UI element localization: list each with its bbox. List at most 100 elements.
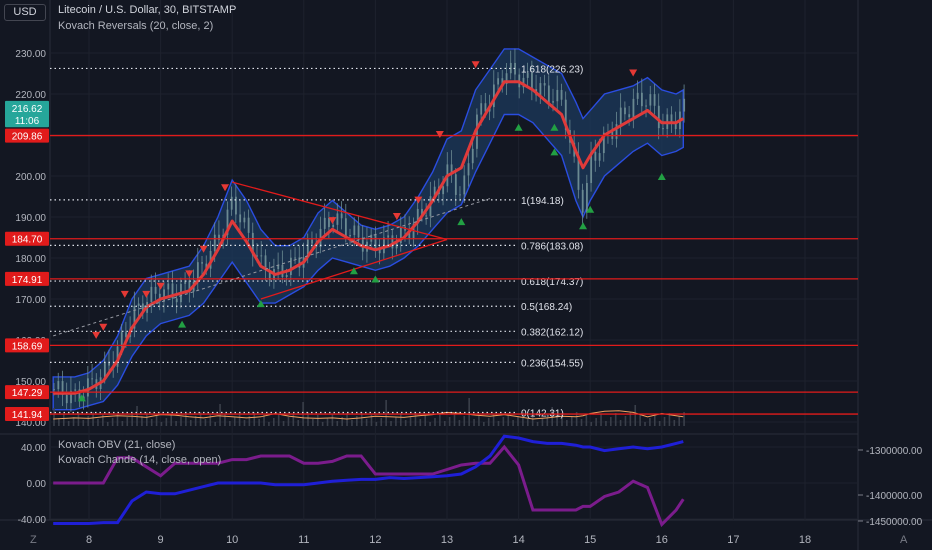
candle-body (226, 209, 229, 235)
lower-left-tick: 0.00 (27, 479, 47, 490)
chande-line (53, 444, 685, 528)
candle-body (53, 389, 55, 391)
indicator-legend-chande[interactable]: Kovach Chande (14, close, open) (58, 454, 222, 466)
volume-bar (53, 408, 55, 426)
price-tick-label: 220.00 (15, 90, 46, 101)
time-tick-label: 8 (86, 534, 92, 546)
volume-bar (170, 414, 173, 426)
volume-bar (62, 414, 65, 426)
candle-body (662, 128, 664, 130)
volume-bar (575, 412, 578, 426)
price-badge (5, 271, 49, 286)
buy-marker (586, 205, 595, 213)
sell-marker (221, 184, 230, 192)
volume-bar (351, 420, 353, 426)
candle-body (213, 234, 216, 251)
candle-body (158, 293, 161, 302)
indicator-legend-obv[interactable]: Kovach OBV (21, close) (58, 439, 176, 451)
price-tick-label: 150.00 (15, 377, 46, 388)
volume-bar (658, 421, 661, 426)
candle-body (277, 264, 280, 270)
price-badge-label: 147.29 (12, 388, 43, 399)
volume-bar (492, 414, 495, 426)
volume-bar (561, 413, 563, 426)
volume-bar (102, 415, 104, 426)
volume-bar (67, 421, 70, 426)
candle-body (484, 103, 487, 112)
candle-body (586, 183, 588, 213)
volume-bar (600, 414, 602, 426)
candle-body (378, 249, 381, 254)
volume-bar (653, 414, 656, 426)
candle-body (247, 217, 250, 233)
candle-body (353, 225, 356, 236)
candle-body (108, 361, 110, 366)
volume-bar (380, 418, 383, 426)
volume-bar (404, 420, 407, 426)
candle-body (361, 237, 364, 252)
candle-body (590, 152, 593, 184)
horizontal-levels (50, 134, 858, 415)
time-tick-label: 15 (584, 534, 596, 546)
sell-marker (120, 290, 129, 298)
volume-bar (580, 419, 583, 426)
volume-bar (644, 422, 646, 426)
candle-body (501, 78, 504, 84)
candle-body (167, 283, 170, 290)
time-tick-label: 14 (512, 534, 524, 546)
candle-body (433, 186, 436, 197)
volume-bar (512, 420, 514, 426)
volume-bar (233, 417, 236, 426)
candle-body (332, 224, 335, 228)
price-tick-label: 180.00 (15, 254, 46, 265)
time-tick-label: 17 (727, 534, 739, 546)
volume-bar (238, 413, 241, 426)
candle-body (408, 230, 411, 239)
volume-bar (370, 415, 373, 426)
volume-bar (434, 418, 436, 426)
volume-bar (106, 422, 109, 426)
indicator-legend-reversals[interactable]: Kovach Reversals (20, close, 2) (58, 20, 214, 32)
volume-bar (507, 413, 510, 426)
fib-level-label: 0.786(183.08) (521, 241, 583, 252)
candle-body (154, 286, 157, 294)
price-badge (5, 407, 49, 422)
candle-body (632, 98, 635, 118)
candle-body (594, 152, 597, 161)
auto-scale-button[interactable]: A (900, 534, 908, 546)
candle-body (201, 262, 204, 264)
fib-level-label: 1.618(226.23) (521, 64, 583, 75)
candle-body (235, 196, 237, 215)
volume-bar (116, 414, 119, 426)
candle-body (467, 163, 470, 176)
volume-bar (341, 417, 343, 426)
candle-body (171, 283, 174, 299)
candle-body (492, 84, 495, 108)
volume-bar (297, 420, 300, 426)
candle-body (268, 270, 271, 281)
volume-bar (189, 420, 192, 426)
buy-marker (457, 218, 466, 226)
currency-button[interactable]: USD (4, 4, 46, 21)
volume-bar (272, 418, 275, 426)
symbol-title[interactable]: Litecoin / U.S. Dollar, 30, BITSTAMP (58, 4, 237, 16)
lower-left-tick: -40.00 (18, 515, 47, 526)
candle-body (91, 378, 94, 380)
volume-bar (365, 419, 368, 426)
volume-bar (663, 417, 666, 426)
volume-bar (131, 413, 133, 426)
volume-bar (629, 412, 632, 426)
candle-body (459, 194, 461, 196)
candle-body (683, 98, 686, 112)
volume-bar (487, 418, 490, 426)
sell-marker (156, 282, 165, 290)
volume-bar (92, 412, 94, 426)
price-badge-label: 184.70 (12, 235, 43, 246)
candle-body (442, 186, 445, 195)
zoom-button[interactable]: Z (30, 534, 37, 546)
candle-body (598, 153, 601, 161)
candle-body (471, 148, 474, 164)
candle-body (290, 257, 292, 276)
